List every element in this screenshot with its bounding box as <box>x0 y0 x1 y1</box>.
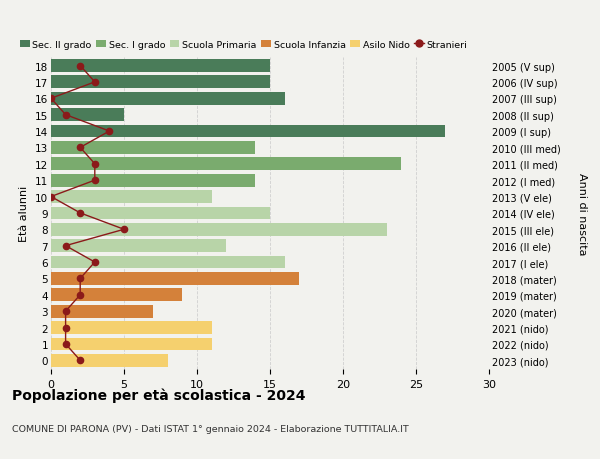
Bar <box>51 305 153 318</box>
Bar <box>51 338 212 351</box>
Bar <box>51 207 270 220</box>
Bar <box>51 60 270 73</box>
Bar <box>51 125 445 138</box>
Bar <box>51 76 270 89</box>
Bar <box>51 256 284 269</box>
Bar <box>51 289 182 302</box>
Bar <box>51 354 168 367</box>
Y-axis label: Anni di nascita: Anni di nascita <box>577 172 587 255</box>
Text: COMUNE DI PARONA (PV) - Dati ISTAT 1° gennaio 2024 - Elaborazione TUTTITALIA.IT: COMUNE DI PARONA (PV) - Dati ISTAT 1° ge… <box>12 425 409 434</box>
Y-axis label: Età alunni: Età alunni <box>19 185 29 241</box>
Bar <box>51 142 256 154</box>
Bar <box>51 191 212 203</box>
Bar <box>51 174 256 187</box>
Bar <box>51 158 401 171</box>
Bar <box>51 224 387 236</box>
Legend: Sec. II grado, Sec. I grado, Scuola Primaria, Scuola Infanzia, Asilo Nido, Stran: Sec. II grado, Sec. I grado, Scuola Prim… <box>20 40 467 50</box>
Bar <box>51 273 299 285</box>
Bar <box>51 321 212 334</box>
Bar <box>51 109 124 122</box>
Bar <box>51 93 284 106</box>
Bar <box>51 240 226 252</box>
Text: Popolazione per età scolastica - 2024: Popolazione per età scolastica - 2024 <box>12 388 305 403</box>
